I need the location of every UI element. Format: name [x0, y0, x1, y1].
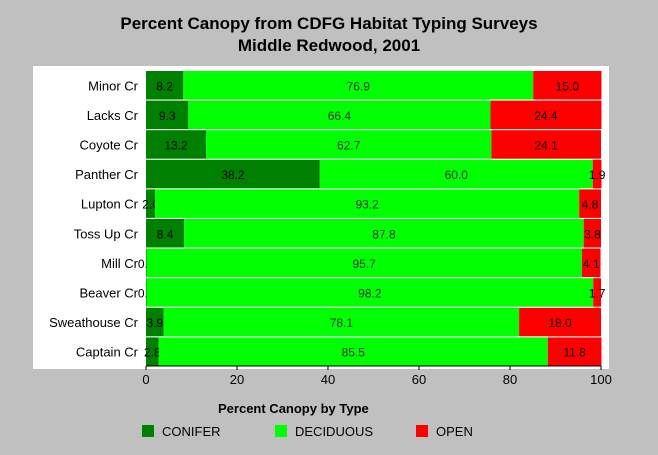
data-label-conifer-panther-cr: 38.2: [221, 168, 245, 182]
bar-deciduous-coyote-cr: [206, 130, 492, 159]
bar-deciduous-beaver-cr: [146, 278, 594, 307]
data-label-open-panther-cr: 1.9: [589, 168, 606, 182]
bar-open-minor-cr: [533, 71, 602, 100]
legend-swatch-conifer: [142, 425, 154, 437]
category-label-captain-cr: Captain Cr: [76, 345, 139, 360]
x-tick-label-80: 80: [503, 372, 517, 387]
chart-title: Percent Canopy from CDFG Habitat Typing …: [120, 14, 538, 33]
bar-deciduous-panther-cr: [319, 159, 593, 189]
x-tick-label-60: 60: [412, 372, 426, 387]
data-label-open-toss-up-cr: 3.8: [584, 227, 601, 241]
data-label-deciduous-minor-cr: 76.9: [347, 79, 371, 93]
bar-conifer-panther-cr: [146, 159, 320, 189]
category-label-panther-cr: Panther Cr: [75, 167, 139, 182]
category-label-lacks-cr: Lacks Cr: [87, 108, 139, 123]
category-label-coyote-cr: Coyote Cr: [79, 137, 138, 152]
legend-label-deciduous: DECIDUOUS: [295, 424, 374, 439]
data-label-conifer-sweathouse-cr: 3.9: [147, 316, 164, 330]
bar-open-panther-cr: [592, 159, 602, 189]
data-label-conifer-toss-up-cr: 8.4: [157, 227, 174, 241]
data-label-open-lacks-cr: 24.4: [534, 109, 558, 123]
bar-deciduous-mill-cr: [146, 248, 582, 278]
data-label-deciduous-captain-cr: 85.5: [342, 346, 366, 360]
bar-open-coyote-cr: [491, 130, 601, 159]
legend-swatch-open: [416, 425, 428, 437]
category-label-toss-up-cr: Toss Up Cr: [74, 226, 139, 241]
data-label-deciduous-coyote-cr: 62.7: [337, 138, 361, 152]
data-label-conifer-coyote-cr: 13.2: [164, 138, 188, 152]
bar-open-toss-up-cr: [583, 219, 601, 248]
legend-swatch-deciduous: [275, 425, 287, 437]
data-label-open-mill-cr: 4.1: [583, 257, 600, 271]
bar-open-lacks-cr: [490, 100, 602, 130]
data-label-conifer-minor-cr: 8.2: [156, 79, 173, 93]
x-tick-label-0: 0: [142, 372, 149, 387]
bar-open-mill-cr: [581, 248, 601, 278]
bar-conifer-coyote-cr: [146, 130, 207, 159]
legend-label-open: OPEN: [436, 424, 473, 439]
data-label-open-coyote-cr: 24.1: [534, 138, 558, 152]
bar-open-lupton-cr: [579, 189, 601, 218]
bar-deciduous-lupton-cr: [155, 189, 580, 218]
data-label-deciduous-beaver-cr: 98.2: [358, 286, 382, 300]
data-label-deciduous-lacks-cr: 66.4: [328, 109, 352, 123]
bar-deciduous-toss-up-cr: [184, 219, 584, 248]
data-label-deciduous-sweathouse-cr: 78.1: [330, 316, 354, 330]
bar-open-sweathouse-cr: [519, 307, 601, 337]
data-label-conifer-lacks-cr: 9.3: [159, 109, 176, 123]
data-label-deciduous-lupton-cr: 93.2: [355, 198, 379, 212]
x-tick-label-40: 40: [321, 372, 335, 387]
category-label-lupton-cr: Lupton Cr: [81, 197, 139, 212]
data-label-deciduous-panther-cr: 60.0: [445, 168, 469, 182]
bar-conifer-captain-cr: [146, 337, 159, 366]
bar-conifer-sweathouse-cr: [146, 307, 164, 337]
bar-deciduous-minor-cr: [183, 71, 534, 100]
data-label-conifer-captain-cr: 2.8: [144, 346, 161, 360]
data-label-open-beaver-cr: 1.7: [589, 286, 606, 300]
legend-title: Percent Canopy by Type: [218, 401, 369, 416]
bar-deciduous-sweathouse-cr: [163, 307, 520, 337]
legend-label-conifer: CONIFER: [162, 424, 221, 439]
category-label-beaver-cr: Beaver Cr: [79, 285, 138, 300]
bar-conifer-lacks-cr: [146, 100, 189, 130]
data-label-deciduous-mill-cr: 95.7: [352, 257, 376, 271]
bar-open-beaver-cr: [593, 278, 601, 307]
bar-conifer-toss-up-cr: [146, 219, 185, 248]
chart-subtitle: Middle Redwood, 2001: [237, 36, 421, 55]
bar-conifer-minor-cr: [146, 71, 184, 100]
category-label-minor-cr: Minor Cr: [88, 78, 139, 93]
data-label-conifer-lupton-cr: 2.0: [142, 198, 159, 212]
x-tick-label-20: 20: [230, 372, 244, 387]
bar-conifer-mill-cr: [146, 248, 147, 278]
data-label-open-sweathouse-cr: 18.0: [548, 316, 572, 330]
data-label-open-lupton-cr: 4.8: [582, 198, 599, 212]
category-label-mill-cr: Mill Cr: [101, 256, 138, 271]
category-label-sweathouse-cr: Sweathouse Cr: [49, 315, 139, 330]
data-label-deciduous-toss-up-cr: 87.8: [372, 227, 396, 241]
bar-conifer-lupton-cr: [146, 189, 156, 218]
x-tick-label-100: 100: [590, 372, 612, 387]
bar-open-captain-cr: [547, 337, 602, 366]
data-label-open-minor-cr: 15.0: [556, 79, 580, 93]
bar-deciduous-lacks-cr: [188, 100, 491, 130]
bar-conifer-beaver-cr: [146, 278, 147, 307]
data-label-open-captain-cr: 11.8: [563, 346, 586, 360]
bar-deciduous-captain-cr: [158, 337, 548, 366]
